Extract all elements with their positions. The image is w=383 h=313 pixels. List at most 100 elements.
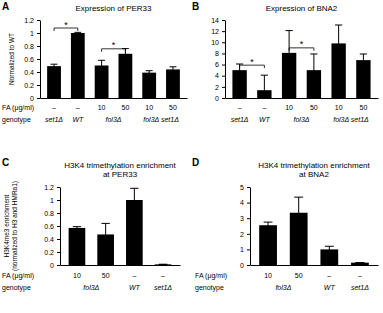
- error-bar: [146, 71, 153, 75]
- bar: [351, 263, 369, 265]
- y-tick-label: 5: [240, 184, 244, 191]
- x-tick-label: 10: [73, 272, 81, 279]
- y-tick-label: 1.2: [44, 184, 54, 191]
- y-tick: 10: [211, 39, 225, 46]
- y-tick-mark: [37, 72, 40, 73]
- y-tick-label: 0.8: [44, 210, 54, 217]
- y-tick: 1: [50, 197, 60, 204]
- y-tick-mark: [57, 239, 60, 240]
- y-tick: 0: [240, 262, 250, 269]
- genotype-label: WT: [324, 284, 336, 291]
- y-axis: 012345: [240, 184, 250, 269]
- genotype-label: WT: [72, 116, 84, 123]
- x-tick-label: 10: [264, 272, 272, 279]
- y-tick: 1.2: [24, 17, 40, 24]
- x-axis-line: [41, 98, 188, 99]
- genotype-label: WT: [259, 116, 271, 123]
- row-label: FA (μg/ml): [2, 104, 34, 112]
- x-tick-label: 50: [169, 104, 177, 111]
- y-tick: 0.4: [44, 236, 60, 243]
- y-tick: 0.6: [24, 56, 40, 63]
- bar: [155, 264, 172, 265]
- y-tick-mark: [222, 65, 225, 66]
- error-bar: [159, 264, 167, 265]
- y-axis-line: [40, 21, 41, 99]
- error-bar: [51, 64, 58, 68]
- y-tick-mark: [247, 218, 250, 219]
- plot-area: [69, 188, 172, 265]
- error-bar: [74, 32, 81, 33]
- y-tick: 14: [211, 17, 225, 24]
- y-tick-label: 12: [211, 28, 219, 35]
- y-tick-label: 0.8: [24, 43, 34, 50]
- y-tick-label: 1: [240, 246, 244, 253]
- error-bar: [310, 54, 317, 86]
- row-label: genotype: [195, 284, 224, 292]
- y-tick-mark: [37, 46, 40, 47]
- panel-letter: A: [2, 1, 9, 12]
- x-tick-label: 50: [121, 104, 129, 111]
- y-tick-label: 0: [30, 95, 34, 102]
- y-tick-label: 2: [240, 231, 244, 238]
- y-tick-label: 0.2: [24, 82, 34, 89]
- x-tick-label: 10: [285, 104, 293, 111]
- y-axis-title: H3K4me3 enrichment(normalized to H3 and …: [3, 181, 19, 271]
- y-tick-mark: [57, 200, 60, 201]
- x-tick-label: –: [327, 272, 331, 279]
- significance-label: *: [64, 20, 68, 30]
- row-label: genotype: [2, 116, 31, 124]
- y-tick: 0.8: [44, 210, 60, 217]
- genotype-label: WT: [129, 284, 141, 291]
- y-tick: 6: [215, 61, 225, 68]
- y-tick-label: 0.6: [44, 223, 54, 230]
- y-tick-mark: [247, 203, 250, 204]
- x-tick-label: –: [52, 104, 56, 111]
- genotype-label: set1Δ: [154, 284, 172, 291]
- panel: DH3K4 trimethylation enrichmentat BNA201…: [192, 157, 379, 292]
- panel: CH3K4 trimethylation enrichmentat PER330…: [2, 157, 181, 292]
- y-tick-mark: [222, 53, 225, 54]
- y-tick: 8: [215, 50, 225, 57]
- y-tick-label: 4: [215, 72, 219, 79]
- error-bar: [355, 262, 364, 263]
- y-tick-label: 14: [211, 17, 219, 24]
- panel: BExpression of BNA202468101214**––105010…: [192, 1, 379, 123]
- genotype-label: fol3Δ set1Δ: [333, 116, 369, 123]
- x-axis: [41, 98, 188, 99]
- row-label: FA (μg/ml): [195, 272, 227, 280]
- error-bar: [261, 75, 268, 98]
- y-tick-mark: [57, 252, 60, 253]
- y-tick-mark: [247, 249, 250, 250]
- x-tick-label: –: [238, 104, 242, 111]
- y-tick-label: 10: [211, 39, 219, 46]
- y-tick-label: 0.4: [44, 236, 54, 243]
- y-tick-mark: [37, 33, 40, 34]
- error-bar: [335, 25, 342, 62]
- x-tick-label: –: [132, 272, 136, 279]
- x-tick-label: –: [161, 272, 165, 279]
- row-label: FA (μg/ml): [2, 272, 34, 280]
- x-tick-label: –: [262, 104, 266, 111]
- x-tick-label: 50: [359, 104, 367, 111]
- plot-area: [232, 25, 370, 98]
- y-tick-mark: [37, 59, 40, 60]
- significance-label: *: [300, 39, 304, 49]
- y-tick: 1: [30, 30, 40, 37]
- bar: [69, 228, 86, 265]
- x-tick-label: 50: [102, 272, 110, 279]
- y-tick: 1.2: [44, 184, 60, 191]
- chart-title: H3K4 trimethylation enrichmentat PER33: [64, 161, 176, 179]
- genotype-label: fol3Δ: [294, 116, 310, 123]
- genotype-label: fol3Δ: [106, 116, 122, 123]
- error-bar: [98, 60, 105, 70]
- y-tick-mark: [57, 213, 60, 214]
- y-tick-mark: [247, 187, 250, 188]
- x-axis-line: [226, 98, 379, 99]
- y-tick: 0: [50, 262, 60, 269]
- y-tick-mark: [247, 234, 250, 235]
- y-tick-mark: [222, 31, 225, 32]
- y-tick-label: 6: [215, 61, 219, 68]
- y-tick: 5: [240, 184, 250, 191]
- y-tick: 0.2: [24, 82, 40, 89]
- row-label: genotype: [2, 284, 31, 292]
